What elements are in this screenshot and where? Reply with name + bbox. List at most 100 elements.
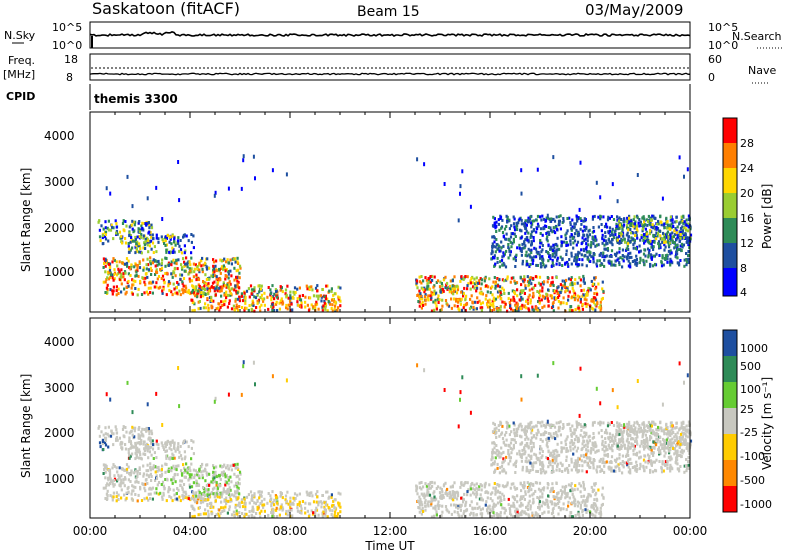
power-echo-cell bbox=[546, 239, 549, 243]
velocity-echo-cell bbox=[250, 509, 254, 513]
power-echo-cell bbox=[618, 226, 621, 230]
velocity-echo-cell bbox=[161, 497, 164, 501]
power-echo-cell bbox=[663, 222, 666, 226]
power-echo-cell bbox=[197, 278, 200, 281]
velocity-echo-cell bbox=[137, 433, 140, 437]
power-echo-cell bbox=[197, 289, 200, 293]
velocity-echo-cell bbox=[195, 491, 198, 495]
velocity-echo-cell bbox=[207, 509, 210, 513]
velocity-echo-cell bbox=[128, 431, 131, 435]
power-echo-cell bbox=[165, 250, 168, 254]
power-echo-cell bbox=[256, 299, 259, 303]
velocity-echo-cell bbox=[150, 479, 153, 482]
power-echo-cell bbox=[121, 241, 124, 245]
power-echo-cell bbox=[492, 298, 495, 302]
power-echo-cell bbox=[568, 258, 571, 261]
power-echo-cell bbox=[674, 220, 677, 224]
velocity-echo-cell bbox=[499, 491, 502, 495]
power-echo-cell bbox=[270, 298, 273, 302]
velocity-echo-cell bbox=[543, 471, 546, 475]
power-echo-cell bbox=[640, 234, 643, 237]
power-echo-cell bbox=[606, 218, 610, 222]
power-echo-cell bbox=[334, 304, 337, 308]
power-echo-cell bbox=[509, 240, 512, 244]
velocity-echo-cell bbox=[167, 490, 170, 494]
velocity-echo-cell bbox=[530, 488, 533, 492]
power-echo-cell bbox=[243, 308, 246, 312]
power-echo-cell bbox=[228, 289, 231, 293]
power-echo-cell bbox=[228, 299, 231, 303]
velocity-echo-cell bbox=[469, 487, 472, 491]
power-echo-cell bbox=[326, 297, 329, 301]
power-echo-cell bbox=[541, 286, 544, 290]
power-echo-cell bbox=[636, 173, 639, 177]
power-echo-cell bbox=[182, 291, 185, 295]
velocity-echo-cell bbox=[119, 442, 122, 446]
velocity-echo-cell bbox=[161, 444, 164, 447]
power-echo-cell bbox=[659, 246, 662, 250]
power-echo-cell bbox=[137, 274, 140, 278]
velocity-echo-cell bbox=[149, 439, 152, 442]
power-echo-cell bbox=[527, 231, 530, 235]
velocity-echo-cell bbox=[167, 470, 170, 473]
power-echo-cell bbox=[145, 267, 148, 271]
power-echo-cell bbox=[110, 223, 113, 227]
velocity-echo-cell bbox=[190, 476, 193, 480]
power-echo-cell bbox=[281, 301, 285, 305]
power-echo-cell bbox=[189, 263, 192, 267]
velocity-echo-cell bbox=[285, 499, 288, 503]
velocity-echo-cell bbox=[250, 494, 254, 498]
power-echo-cell bbox=[634, 262, 637, 266]
power-echo-cell bbox=[618, 247, 621, 251]
power-echo-cell bbox=[560, 243, 563, 247]
power-echo-cell bbox=[685, 223, 688, 227]
power-echo-cell bbox=[421, 297, 424, 301]
power-echo-cell bbox=[496, 295, 500, 299]
velocity-echo-cell bbox=[551, 460, 554, 464]
power-echo-cell bbox=[644, 254, 647, 258]
power-echo-cell bbox=[539, 289, 542, 293]
velocity-echo-cell bbox=[261, 503, 264, 507]
velocity-echo-cell bbox=[522, 452, 525, 456]
power-echo-cell bbox=[166, 234, 169, 237]
power-echo-cell bbox=[112, 285, 115, 289]
power-echo-cell bbox=[292, 290, 295, 294]
power-echo-cell bbox=[669, 249, 672, 253]
power-echo-cell bbox=[681, 245, 684, 249]
power-echo-cell bbox=[612, 233, 615, 237]
power-echo-cell bbox=[142, 234, 145, 238]
power-echo-cell bbox=[475, 276, 478, 280]
velocity-echo-cell bbox=[463, 492, 466, 496]
power-echo-cell bbox=[170, 242, 173, 246]
power-echo-cell bbox=[509, 280, 512, 284]
power-echo-cell bbox=[651, 214, 654, 218]
power-echo-cell bbox=[591, 217, 594, 221]
velocity-echo-cell bbox=[540, 424, 543, 428]
power-echo-cell bbox=[214, 287, 217, 291]
velocity-echo-cell bbox=[142, 440, 145, 444]
power-echo-cell bbox=[562, 217, 565, 220]
velocity-echo-cell bbox=[580, 459, 583, 463]
power-echo-cell bbox=[609, 234, 612, 237]
velocity-echo-cell bbox=[456, 490, 459, 494]
velocity-echo-cell bbox=[579, 503, 582, 507]
power-echo-cell bbox=[181, 288, 184, 292]
velocity-echo-cell bbox=[562, 507, 565, 511]
power-echo-cell bbox=[275, 302, 278, 306]
velocity-echo-cell bbox=[548, 439, 551, 442]
velocity-echo-cell bbox=[499, 511, 502, 515]
velocity-echo-cell bbox=[275, 496, 278, 499]
velocity-echo-cell bbox=[610, 439, 613, 442]
velocity-echo-cell bbox=[196, 471, 199, 474]
power-echo-cell bbox=[184, 269, 187, 273]
velocity-echo-cell bbox=[112, 495, 115, 499]
power-echo-cell bbox=[502, 251, 505, 255]
velocity-echo-cell bbox=[532, 497, 535, 501]
velocity-echo-cell bbox=[179, 445, 182, 448]
power-echo-cell bbox=[536, 264, 539, 267]
power-echo-cell bbox=[337, 285, 340, 289]
power-echo-cell bbox=[131, 283, 134, 287]
velocity-echo-cell bbox=[479, 483, 482, 487]
power-echo-cell bbox=[565, 241, 568, 245]
power-echo-cell bbox=[546, 230, 549, 234]
